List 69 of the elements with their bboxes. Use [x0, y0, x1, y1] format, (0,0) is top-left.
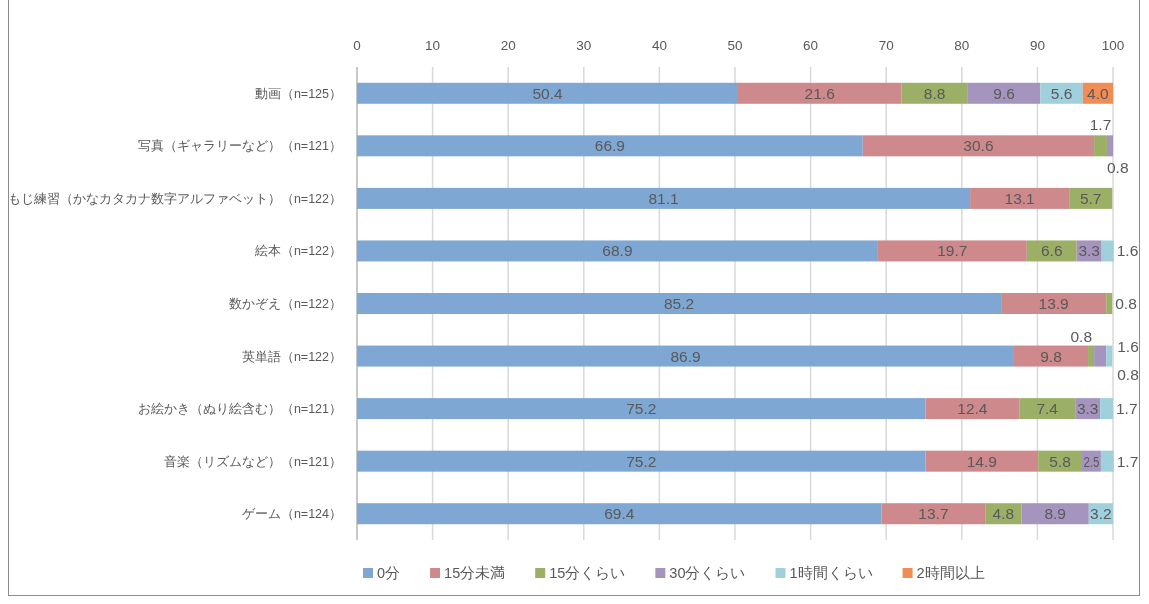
y-tick-label: 数かぞえ（n=122） [228, 297, 342, 311]
data-label: 13.1 [1004, 189, 1035, 207]
legend-label: 15分くらい [549, 565, 626, 581]
data-label: 81.1 [648, 189, 679, 207]
x-tick-label: 0 [353, 38, 361, 53]
y-tick-label: 英単語（n=122） [241, 349, 342, 364]
data-label: 50.4 [532, 84, 563, 102]
y-tick-label: 音楽（リズムなど）（n=121） [163, 454, 342, 469]
data-label: 5.8 [1049, 452, 1071, 470]
data-label: 1.6 [1116, 242, 1139, 260]
legend-label: 30分くらい [669, 565, 746, 581]
data-label: 75.2 [626, 400, 657, 418]
data-label: 0.8 [1115, 295, 1137, 312]
data-label: 66.9 [594, 137, 625, 155]
data-label: 2.5 [1083, 452, 1106, 470]
x-tick-label: 80 [954, 38, 970, 53]
data-label: 19.7 [937, 242, 968, 260]
data-label: 4.8 [992, 505, 1015, 523]
y-tick-label: お絵かき（ぬり絵含む）（n=121） [137, 402, 342, 417]
data-label: 6.6 [1040, 242, 1063, 260]
x-tick-label: 90 [1029, 38, 1045, 53]
x-tick-label: 40 [651, 38, 667, 53]
y-tick-label: 写真（ギャラリーなど）（n=121） [137, 139, 342, 154]
data-label: 9.6 [993, 84, 1015, 102]
data-label: 69.4 [604, 505, 635, 523]
y-tick-label: もじ練習（かなカタカナ数字アルファベット）（n=122） [7, 190, 342, 206]
legend-item: 2時間以上 [902, 565, 985, 581]
legend-item: 15分未満 [430, 565, 506, 581]
data-label: 1.7 [1116, 400, 1138, 418]
y-tick-label: 絵本（n=122） [253, 244, 342, 259]
x-tick-label: 30 [576, 38, 592, 53]
legend-label: 15分未満 [444, 565, 506, 581]
data-label: 75.2 [626, 452, 657, 470]
x-tick-label: 20 [500, 38, 516, 53]
data-label: 5.6 [1050, 84, 1073, 102]
x-tick-label: 60 [803, 38, 819, 53]
y-tick-label: ゲーム（n=124） [241, 507, 342, 522]
data-label: 8.8 [923, 84, 946, 102]
data-label: 5.7 [1079, 189, 1102, 207]
x-tick-label: 100 [1101, 38, 1125, 53]
data-label: 86.9 [670, 347, 701, 365]
legend-item: 30分くらい [655, 565, 746, 581]
data-label: 1.6 [1117, 338, 1139, 356]
data-label: 0.8 [1106, 158, 1129, 176]
data-label: 7.4 [1036, 400, 1059, 418]
legend-label: 0分 [377, 565, 401, 581]
data-label: 0.8 [1117, 366, 1139, 384]
data-label: 68.9 [602, 242, 633, 260]
legend-item: 0分 [363, 565, 401, 581]
data-label: 13.9 [1038, 295, 1069, 312]
data-label: 12.4 [957, 400, 988, 418]
data-label: 4.0 [1087, 84, 1110, 102]
data-label: 21.6 [804, 84, 835, 102]
data-label: 14.9 [966, 452, 997, 470]
data-label: 85.2 [663, 295, 695, 312]
data-label: 30.6 [963, 137, 994, 155]
data-label: 8.9 [1044, 505, 1066, 523]
x-tick-label: 70 [878, 38, 894, 53]
legend-label: 2時間以上 [916, 565, 985, 581]
data-label: 0.8 [1070, 328, 1093, 346]
data-label: 9.8 [1040, 347, 1062, 365]
y-tick-label: 動画（n=125） [254, 86, 342, 101]
x-tick-label: 50 [727, 38, 743, 53]
data-label: 1.7 [1089, 115, 1112, 133]
data-label: 13.7 [918, 505, 949, 523]
legend-item: 15分くらい [535, 565, 626, 581]
data-label: 1.7 [1116, 452, 1139, 470]
x-tick-label: 10 [425, 38, 441, 53]
legend-item: 1時間くらい [775, 565, 873, 581]
